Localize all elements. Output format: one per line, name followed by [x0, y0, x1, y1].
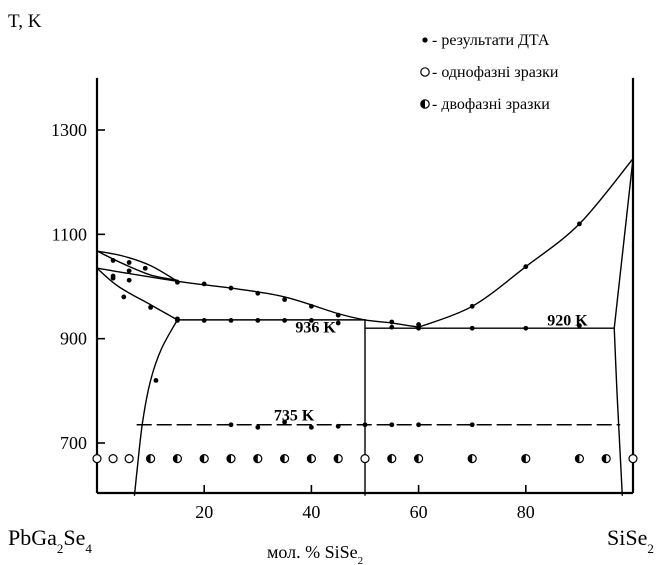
single-phase-sample — [628, 454, 638, 464]
two-phase-sample — [199, 454, 209, 464]
single-phase-sample — [124, 454, 134, 464]
line-solvus-right-lower — [613, 327, 623, 496]
y-tick-label: 900 — [60, 329, 87, 349]
line-solvus-right-upper — [613, 157, 634, 329]
dta-point — [523, 325, 529, 331]
dta-point — [142, 265, 148, 271]
two-phase-sample — [574, 454, 585, 464]
legend-symbol-filled — [422, 37, 428, 43]
dta-point — [126, 260, 132, 265]
data-points — [92, 221, 638, 464]
annotation-920k: 920 K — [547, 313, 588, 330]
two-phase-sample — [306, 454, 316, 464]
two-phase-sample — [601, 454, 611, 464]
legend-symbol-open — [420, 67, 430, 77]
x-tick-label: 40 — [302, 502, 320, 522]
dta-point — [309, 303, 314, 309]
dta-point — [335, 320, 341, 326]
x-tick-label: 80 — [517, 502, 535, 522]
dta-point — [201, 318, 207, 323]
dta-point — [282, 419, 287, 425]
right-component-label: SiSe2 — [607, 525, 654, 556]
line-solvus-left — [133, 319, 179, 496]
dta-point — [469, 325, 475, 331]
dta-point — [148, 304, 154, 310]
axes — [95, 77, 635, 495]
annotation-735k: 735 K — [274, 408, 315, 425]
y-tick-label: 1100 — [52, 224, 87, 244]
dta-point — [577, 323, 582, 329]
legend — [420, 37, 430, 109]
phase-boundary-lines — [96, 157, 634, 496]
dta-point — [335, 312, 341, 318]
two-phase-sample — [172, 454, 182, 464]
legend-label-two-phase: - двофазні зразки — [432, 96, 550, 113]
dta-point — [389, 319, 395, 325]
dta-point — [110, 273, 116, 279]
temperature-annotations: 936 K 920 K 735 K — [274, 313, 588, 425]
two-phase-sample — [521, 454, 531, 464]
line-liquidus-right — [417, 157, 634, 328]
two-phase-sample — [280, 454, 290, 464]
legend-label-single-phase: - однофазні зразки — [432, 64, 559, 81]
dta-point — [175, 318, 180, 323]
legend-labels: - результати ДТА - однофазні зразки - дв… — [432, 32, 559, 113]
dta-point — [126, 268, 132, 274]
dta-point — [309, 318, 314, 323]
dta-point — [121, 294, 127, 300]
line-solidus-high — [96, 250, 179, 282]
legend-symbol-half — [420, 99, 430, 109]
x-axis-label: мол. % SiSe2 — [267, 542, 363, 565]
two-phase-sample — [253, 454, 263, 464]
dta-point — [228, 285, 234, 291]
two-phase-sample — [414, 454, 424, 464]
x-tick-label: 20 — [195, 502, 213, 522]
dta-point — [282, 318, 287, 323]
dta-point — [362, 422, 368, 428]
single-phase-sample — [108, 454, 118, 464]
line-solidus-low — [96, 267, 179, 321]
dta-point — [416, 322, 421, 327]
dta-point — [309, 424, 314, 430]
dta-point — [577, 221, 582, 227]
two-phase-sample — [226, 454, 236, 464]
single-phase-sample — [360, 454, 370, 464]
dta-point — [228, 422, 234, 428]
dta-point — [389, 324, 395, 330]
dta-point — [416, 325, 421, 331]
annotation-936k: 936 K — [295, 319, 336, 336]
dta-point — [255, 290, 261, 296]
dta-point — [255, 318, 261, 323]
two-phase-sample — [146, 454, 156, 464]
line-solidus-mid — [96, 250, 179, 281]
dta-point — [389, 422, 395, 428]
dta-point — [255, 424, 261, 430]
dta-point — [416, 422, 421, 428]
y-tick-label: 700 — [60, 433, 87, 453]
dta-point — [335, 423, 341, 429]
dta-point — [153, 378, 159, 383]
dta-point — [469, 303, 475, 309]
dta-point — [228, 318, 234, 323]
dta-point — [201, 281, 207, 287]
dta-point — [126, 277, 132, 283]
legend-label-dta: - результати ДТА — [432, 32, 550, 49]
single-phase-sample — [92, 454, 102, 464]
dta-point — [175, 279, 180, 285]
left-component-label: PbGa2Se4 — [8, 525, 92, 556]
x-tick-label: 60 — [410, 502, 428, 522]
two-phase-sample — [467, 454, 477, 464]
dta-point — [469, 422, 475, 428]
dta-point — [523, 264, 529, 270]
y-tick-label: 1300 — [51, 120, 87, 140]
y-axis-label: T, K — [8, 11, 42, 32]
two-phase-sample — [387, 454, 397, 464]
tick-marks: 700 900 1100 1300 20 40 60 80 — [51, 120, 535, 522]
dta-point — [282, 297, 287, 302]
two-phase-sample — [333, 454, 343, 464]
dta-point — [110, 258, 116, 263]
